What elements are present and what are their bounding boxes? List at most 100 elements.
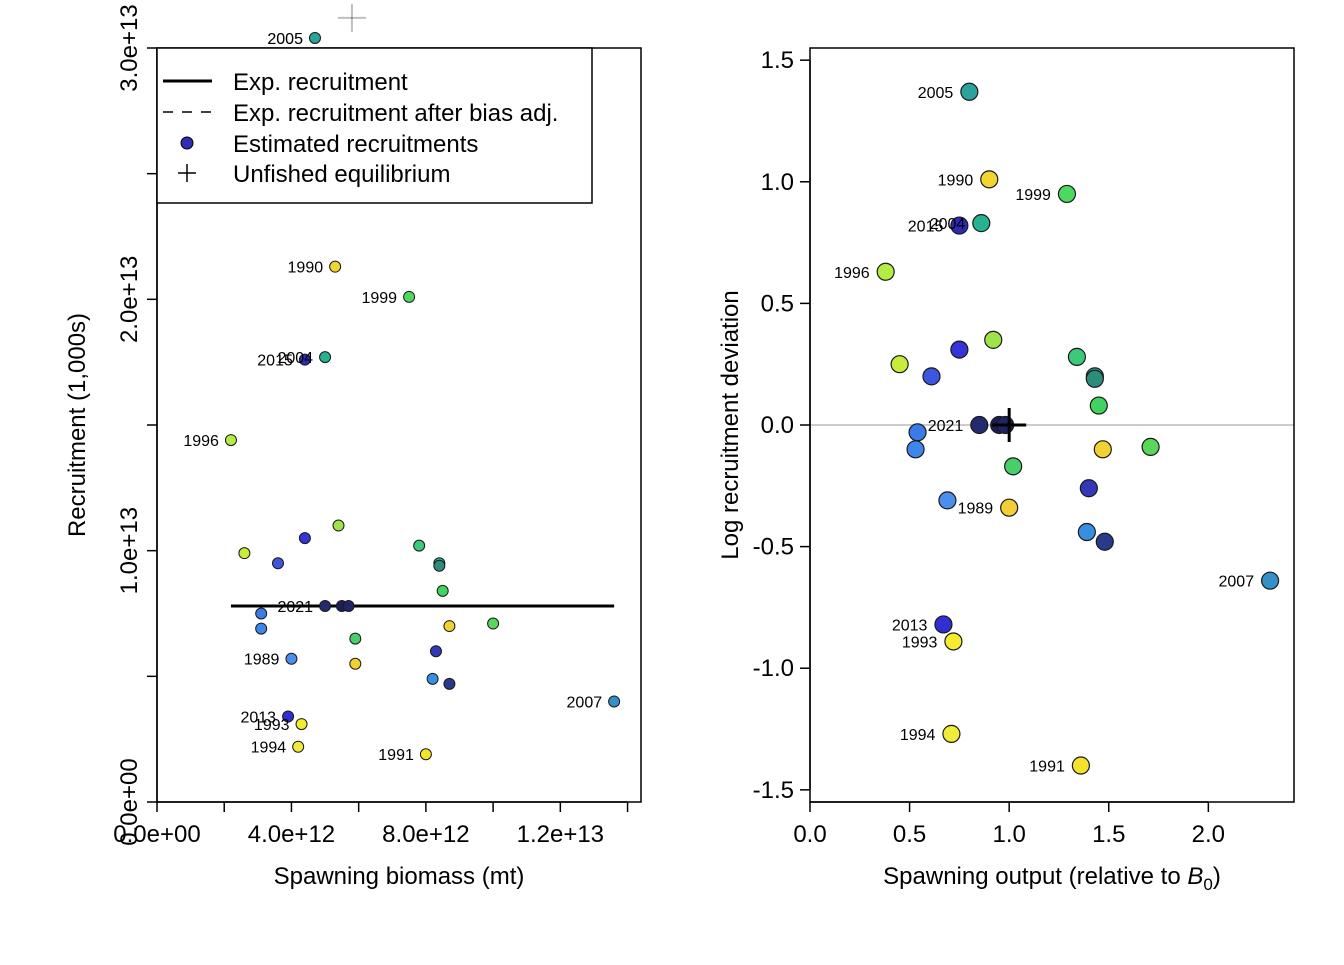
right-data-point xyxy=(1077,522,1096,542)
right-y-tick-label: 0.0 xyxy=(761,412,794,439)
right-y-axis-title: Log recruitment deviation xyxy=(717,290,744,559)
legend-overlapped-points: 2005 xyxy=(267,3,366,48)
legend-label-unfished-equilibrium: Unfished equilibrium xyxy=(233,161,450,188)
left-data-point xyxy=(298,353,311,366)
left-point-label: 1999 xyxy=(361,290,397,307)
left-x-tick-label: 8.0e+12 xyxy=(382,821,469,848)
right-point-label: 1991 xyxy=(1029,759,1065,776)
left-point-label: 2005 xyxy=(267,31,303,48)
left-data-point xyxy=(329,260,342,273)
right-data-point xyxy=(1004,457,1023,476)
left-data-point xyxy=(443,677,456,690)
right-y-tick-label: 1.0 xyxy=(761,169,794,196)
right-data-point xyxy=(906,440,925,459)
right-data-point xyxy=(984,330,1003,349)
right-data-point xyxy=(1000,498,1019,517)
right-data-point xyxy=(960,82,979,101)
left-point-label: 2007 xyxy=(567,694,603,711)
right-data-point xyxy=(944,632,963,651)
right-point-label: 2013 xyxy=(892,617,928,634)
right-data-point xyxy=(980,170,999,189)
left-data-point xyxy=(308,31,321,44)
right-data-point xyxy=(950,340,969,359)
left-point-label: 2004 xyxy=(277,350,313,367)
right-data-point xyxy=(1067,347,1086,366)
left-data-point xyxy=(419,748,432,761)
right-x-axis-title: Spawning output (relative to B0) xyxy=(883,863,1221,894)
left-data-point xyxy=(443,620,456,633)
right-data-point xyxy=(922,367,941,386)
left-y-tick-label: 3.0e+13 xyxy=(116,4,143,91)
right-data-point xyxy=(1085,369,1104,388)
right-point-label: 2004 xyxy=(930,216,966,233)
right-x-tick-label: 1.5 xyxy=(1092,821,1125,848)
left-point-label: 1993 xyxy=(254,717,290,734)
legend-circle-symbol xyxy=(180,136,194,150)
right-data-point xyxy=(950,216,969,235)
right-data-point xyxy=(934,615,953,634)
legend: Exp. recruitment Exp. recruitment after … xyxy=(156,47,593,204)
right-x-axis-title-main: Spawning output (relative to xyxy=(883,863,1187,890)
legend-label-exp-recruitment-bias: Exp. recruitment after bias adj. xyxy=(233,100,558,127)
left-data-point xyxy=(487,617,500,630)
left-data-point-under-legend xyxy=(308,31,321,44)
left-x-tick-label: 1.2e+13 xyxy=(517,821,604,848)
right-point-label: 1999 xyxy=(1015,187,1051,204)
left-y-tick-label: 1.0e+13 xyxy=(116,507,143,594)
right-data-point xyxy=(1071,756,1090,775)
left-data-point xyxy=(436,584,449,597)
left-data-point xyxy=(349,657,362,670)
right-point-label: 1990 xyxy=(938,172,974,189)
right-data-point xyxy=(1093,440,1112,459)
right-point-label: 2021 xyxy=(928,418,964,435)
right-data-point xyxy=(970,415,989,435)
left-data-point xyxy=(608,695,621,708)
left-point-label: 1991 xyxy=(378,747,414,764)
right-data-point xyxy=(1079,479,1098,498)
right-x-tick-label: 1.0 xyxy=(992,821,1025,848)
legend-label-exp-recruitment: Exp. recruitment xyxy=(233,69,408,96)
right-x-axis-title-sub: 0 xyxy=(1203,875,1212,894)
left-axes: 0.0e+00 4.0e+12 8.0e+12 1.2e+13 0.0e+00 1.0e+… xyxy=(113,4,629,848)
left-x-tick-label: 0.0e+00 xyxy=(113,821,200,848)
left-point-label: 1994 xyxy=(251,740,287,757)
right-data-point xyxy=(876,262,895,281)
left-data-point xyxy=(255,622,268,635)
right-data-point xyxy=(1141,437,1160,456)
left-data-point xyxy=(272,557,284,570)
left-x-tick-label: 4.0e+12 xyxy=(248,821,335,848)
legend-plus-symbol xyxy=(178,164,196,182)
right-x-tick-label: 0.0 xyxy=(793,821,826,848)
right-y-tick-label: 0.5 xyxy=(761,290,794,317)
right-point-label: 2005 xyxy=(918,85,954,102)
left-data-point xyxy=(255,607,268,620)
right-y-tick-label: -1.0 xyxy=(753,655,794,682)
right-point-label: 2007 xyxy=(1219,574,1255,591)
left-data-point xyxy=(426,672,439,685)
right-data-point xyxy=(1089,396,1108,415)
left-data-point xyxy=(349,632,362,645)
left-data-point xyxy=(319,599,332,612)
right-data-point xyxy=(1095,532,1114,551)
right-x-tick-label: 2.0 xyxy=(1192,821,1225,848)
left-data-point xyxy=(292,740,305,753)
left-point-label: 1996 xyxy=(183,433,219,450)
left-data-point xyxy=(238,547,251,560)
right-point-label: 1993 xyxy=(902,634,938,651)
left-data-point xyxy=(282,710,295,723)
left-y-tick-label: 2.0e+13 xyxy=(116,256,143,343)
left-y-axis-title: Recruitment (1,000s) xyxy=(64,313,91,537)
right-y-tick-label: -1.5 xyxy=(753,777,794,804)
right-y-tick-label: -0.5 xyxy=(753,534,794,561)
left-y-tick-label: 0.0e+00 xyxy=(116,758,143,845)
right-data-point xyxy=(938,491,957,510)
left-data-point xyxy=(285,652,298,665)
left-point-label-under-legend: 2005 xyxy=(267,31,303,48)
right-axes: 0.0 0.5 1.0 1.5 2.0 -1.5 -1.0 -0.5 0.0 0.5 1.0 1.5 xyxy=(753,47,1225,848)
